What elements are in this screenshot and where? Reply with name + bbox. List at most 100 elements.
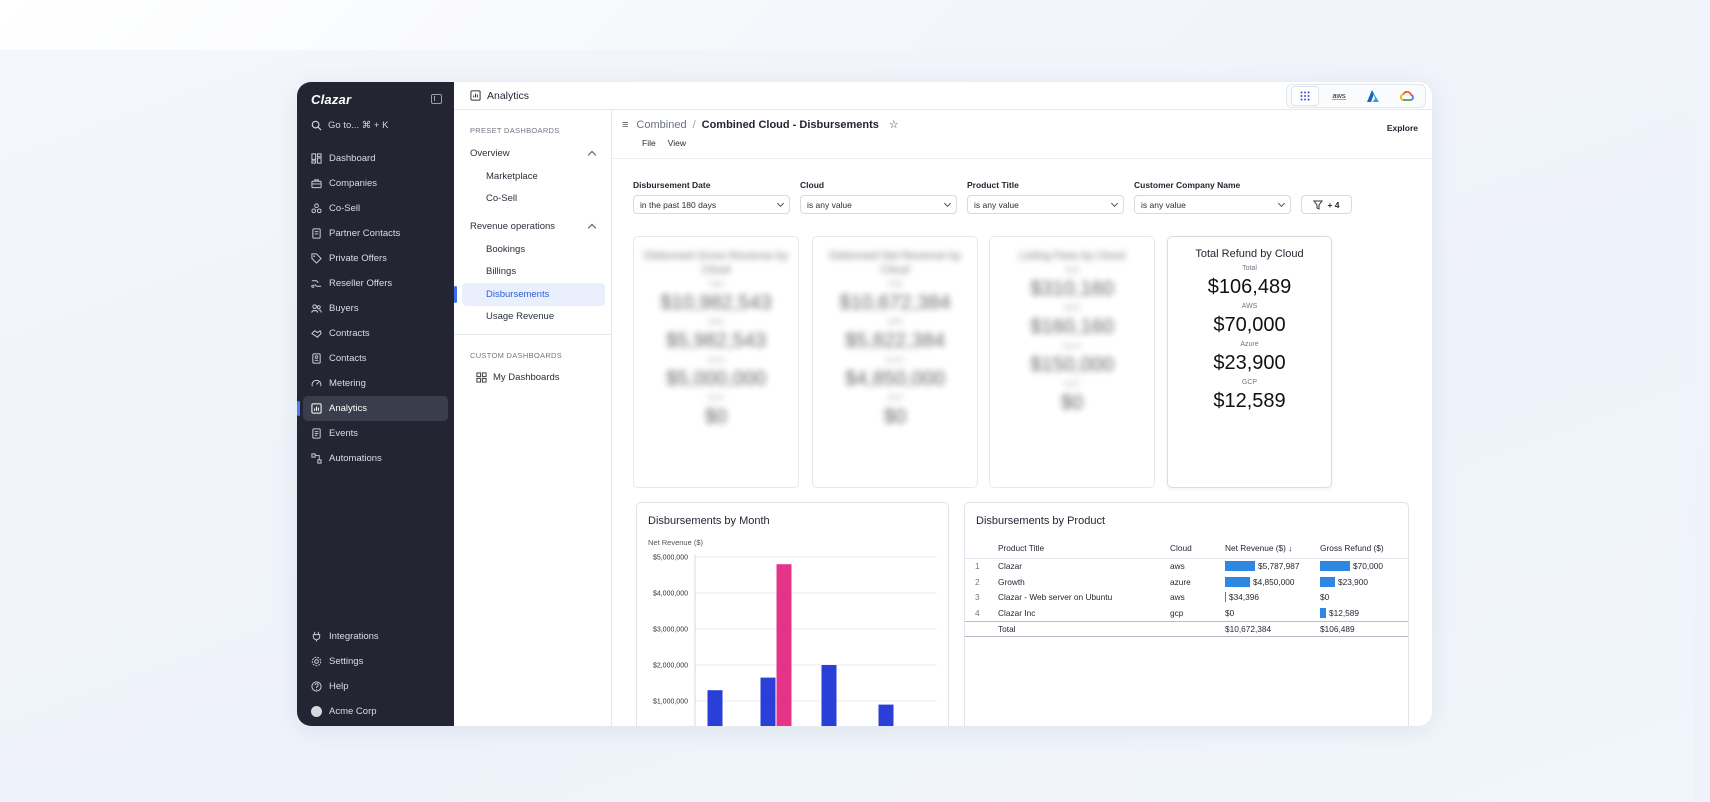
custom-dashboards-heading: CUSTOM DASHBOARDS bbox=[470, 351, 563, 360]
total-gross-refund: $106,489 bbox=[1320, 620, 1408, 637]
sidebar-item-dashboard[interactable]: Dashboard bbox=[297, 146, 454, 171]
dashboard-menubar: File View bbox=[642, 138, 686, 148]
filter-select[interactable]: is any value bbox=[967, 195, 1124, 214]
panel-item-disbursements[interactable]: Disbursements bbox=[454, 283, 605, 306]
plug-icon bbox=[311, 631, 322, 642]
cell-gross-refund: $0 bbox=[1320, 590, 1408, 606]
filter-label: Product Title bbox=[967, 180, 1019, 190]
breadcrumb-parent[interactable]: Combined bbox=[636, 118, 687, 131]
azure-icon bbox=[1367, 90, 1379, 102]
sidebar-item-label: Reseller Offers bbox=[329, 278, 393, 289]
bar-series-1[interactable] bbox=[878, 704, 894, 726]
sidebar-item-label: Integrations bbox=[329, 631, 379, 642]
sidebar-item-companies[interactable]: Companies bbox=[297, 171, 454, 196]
filter-select[interactable]: is any value bbox=[1134, 195, 1291, 214]
sidebar-item-label: Companies bbox=[329, 178, 378, 189]
sidebar-item-partner-contacts[interactable]: Partner Contacts bbox=[297, 221, 454, 246]
filter-select[interactable]: in the past 180 days bbox=[633, 195, 790, 214]
gross-refund-value: $0 bbox=[1320, 592, 1330, 603]
contact-card-icon bbox=[311, 353, 322, 364]
cell-cloud: azure bbox=[1170, 576, 1191, 587]
sidebar-item-contacts[interactable]: Contacts bbox=[297, 346, 454, 371]
analytics-icon bbox=[470, 90, 481, 101]
product-table: Product Title Cloud Net Revenue ($) ↓ Gr… bbox=[965, 538, 1408, 637]
favorite-star-icon[interactable]: ☆ bbox=[888, 119, 899, 131]
col-product-title[interactable]: Product Title bbox=[998, 538, 1170, 559]
panel-item-marketplace[interactable]: Marketplace bbox=[486, 170, 538, 182]
sidebar-item-automations[interactable]: Automations bbox=[297, 446, 454, 471]
all-clouds-button[interactable] bbox=[1291, 86, 1319, 106]
sidebar-item-events[interactable]: Events bbox=[297, 421, 454, 446]
gross-refund-bar bbox=[1320, 608, 1326, 619]
bar-series-1[interactable] bbox=[821, 665, 837, 726]
sidebar-item-reseller-offers[interactable]: Reseller Offers bbox=[297, 271, 454, 296]
overview-group-toggle[interactable]: Overview bbox=[454, 141, 611, 165]
total-label: Total bbox=[998, 620, 1170, 637]
kpi-value: $150,000 bbox=[1030, 354, 1114, 376]
panel-item-bookings[interactable]: Bookings bbox=[486, 243, 526, 255]
explore-button[interactable]: Explore bbox=[1386, 123, 1418, 133]
panel-item-cosell[interactable]: Co-Sell bbox=[486, 193, 518, 205]
bar-series-2[interactable] bbox=[776, 564, 792, 726]
filter-value: is any value bbox=[1141, 199, 1186, 210]
filter-customer-company: Customer Company Name is any value bbox=[1134, 180, 1291, 214]
y-tick-label: $2,000,000 bbox=[653, 663, 688, 670]
bar-series-1[interactable] bbox=[707, 690, 723, 726]
col-gross-refund[interactable]: Gross Refund ($) bbox=[1320, 538, 1408, 559]
sidebar-item-label: Contacts bbox=[329, 353, 367, 364]
filter-funnel-icon bbox=[1313, 200, 1324, 210]
revenue-operations-group-toggle[interactable]: Revenue operations bbox=[454, 214, 611, 238]
table-row[interactable]: 1 Clazar aws $5,787,987 $70,000 bbox=[965, 558, 1408, 574]
azure-button[interactable] bbox=[1359, 86, 1387, 106]
kpi-label: AWS bbox=[708, 319, 724, 326]
sidebar-item-metering[interactable]: Metering bbox=[297, 371, 454, 396]
table-row[interactable]: 3 Clazar - Web server on Ubuntu aws $34,… bbox=[965, 590, 1408, 606]
gross-refund-bar bbox=[1320, 576, 1335, 587]
table-title: Disbursements by Product bbox=[976, 515, 1105, 527]
sidebar-item-settings[interactable]: Settings bbox=[297, 649, 454, 674]
hamburger-menu-icon[interactable]: ≡ bbox=[622, 118, 629, 131]
more-filters-button[interactable]: + 4 bbox=[1301, 195, 1352, 214]
chevron-down-icon bbox=[776, 199, 785, 207]
aws-button[interactable]: aws bbox=[1325, 86, 1353, 106]
gcp-button[interactable] bbox=[1393, 86, 1421, 106]
sidebar-item-private-offers[interactable]: Private Offers bbox=[297, 246, 454, 271]
net-revenue-bar bbox=[1225, 561, 1255, 572]
filter-label: Cloud bbox=[800, 180, 825, 190]
row-index: 1 bbox=[975, 561, 980, 572]
sidebar-item-analytics[interactable]: Analytics bbox=[297, 396, 448, 421]
cell-product-title: Clazar Inc bbox=[998, 608, 1036, 619]
my-dashboards-link[interactable]: My Dashboards bbox=[454, 366, 611, 388]
table-row[interactable]: 2 Growth azure $4,850,000 $23,900 bbox=[965, 574, 1408, 590]
sidebar-item-contracts[interactable]: Contracts bbox=[297, 321, 454, 346]
goto-search[interactable]: Go to... ⌘ + K bbox=[297, 116, 454, 134]
y-axis-label: Net Revenue ($) bbox=[648, 538, 704, 547]
y-tick-label: $3,000,000 bbox=[653, 627, 688, 634]
collapse-sidebar-icon[interactable] bbox=[431, 94, 442, 104]
clazar-logo[interactable]: Clazar bbox=[311, 91, 352, 107]
menu-file[interactable]: File bbox=[642, 138, 656, 148]
sidebar-item-co-sell[interactable]: Co-Sell bbox=[297, 196, 454, 221]
cell-net-revenue: $5,787,987 bbox=[1225, 558, 1320, 574]
sidebar-item-acme-corp[interactable]: Acme Corp bbox=[297, 699, 454, 724]
row-index: 4 bbox=[975, 608, 980, 619]
bar-series-1[interactable] bbox=[760, 677, 776, 726]
col-net-revenue[interactable]: Net Revenue ($) ↓ bbox=[1225, 538, 1320, 559]
kpi-title: Total Refund by Cloud bbox=[1195, 248, 1304, 260]
kpi-value: $310,160 bbox=[1030, 278, 1114, 300]
sidebar-item-help[interactable]: Help bbox=[297, 674, 454, 699]
panel-item-billings[interactable]: Billings bbox=[486, 266, 517, 278]
menu-view[interactable]: View bbox=[667, 138, 686, 148]
top-header: Analytics bbox=[454, 82, 1432, 110]
sidebar-item-integrations[interactable]: Integrations bbox=[297, 624, 454, 649]
panel-item-usage-revenue[interactable]: Usage Revenue bbox=[486, 311, 555, 323]
sidebar-item-buyers[interactable]: Buyers bbox=[297, 296, 454, 321]
sidebar-nav: Dashboard Companies Co-Sell Partner Contact… bbox=[297, 146, 454, 471]
page-title: Analytics bbox=[487, 89, 530, 102]
kpi-label: AWS bbox=[1241, 303, 1258, 310]
kpi-label: GCP bbox=[887, 395, 903, 402]
kpi-label: GCP bbox=[1241, 379, 1258, 386]
col-cloud[interactable]: Cloud bbox=[1170, 538, 1225, 559]
table-row[interactable]: 4 Clazar Inc gcp $0 $12,589 bbox=[965, 605, 1408, 621]
filter-select[interactable]: is any value bbox=[800, 195, 957, 214]
